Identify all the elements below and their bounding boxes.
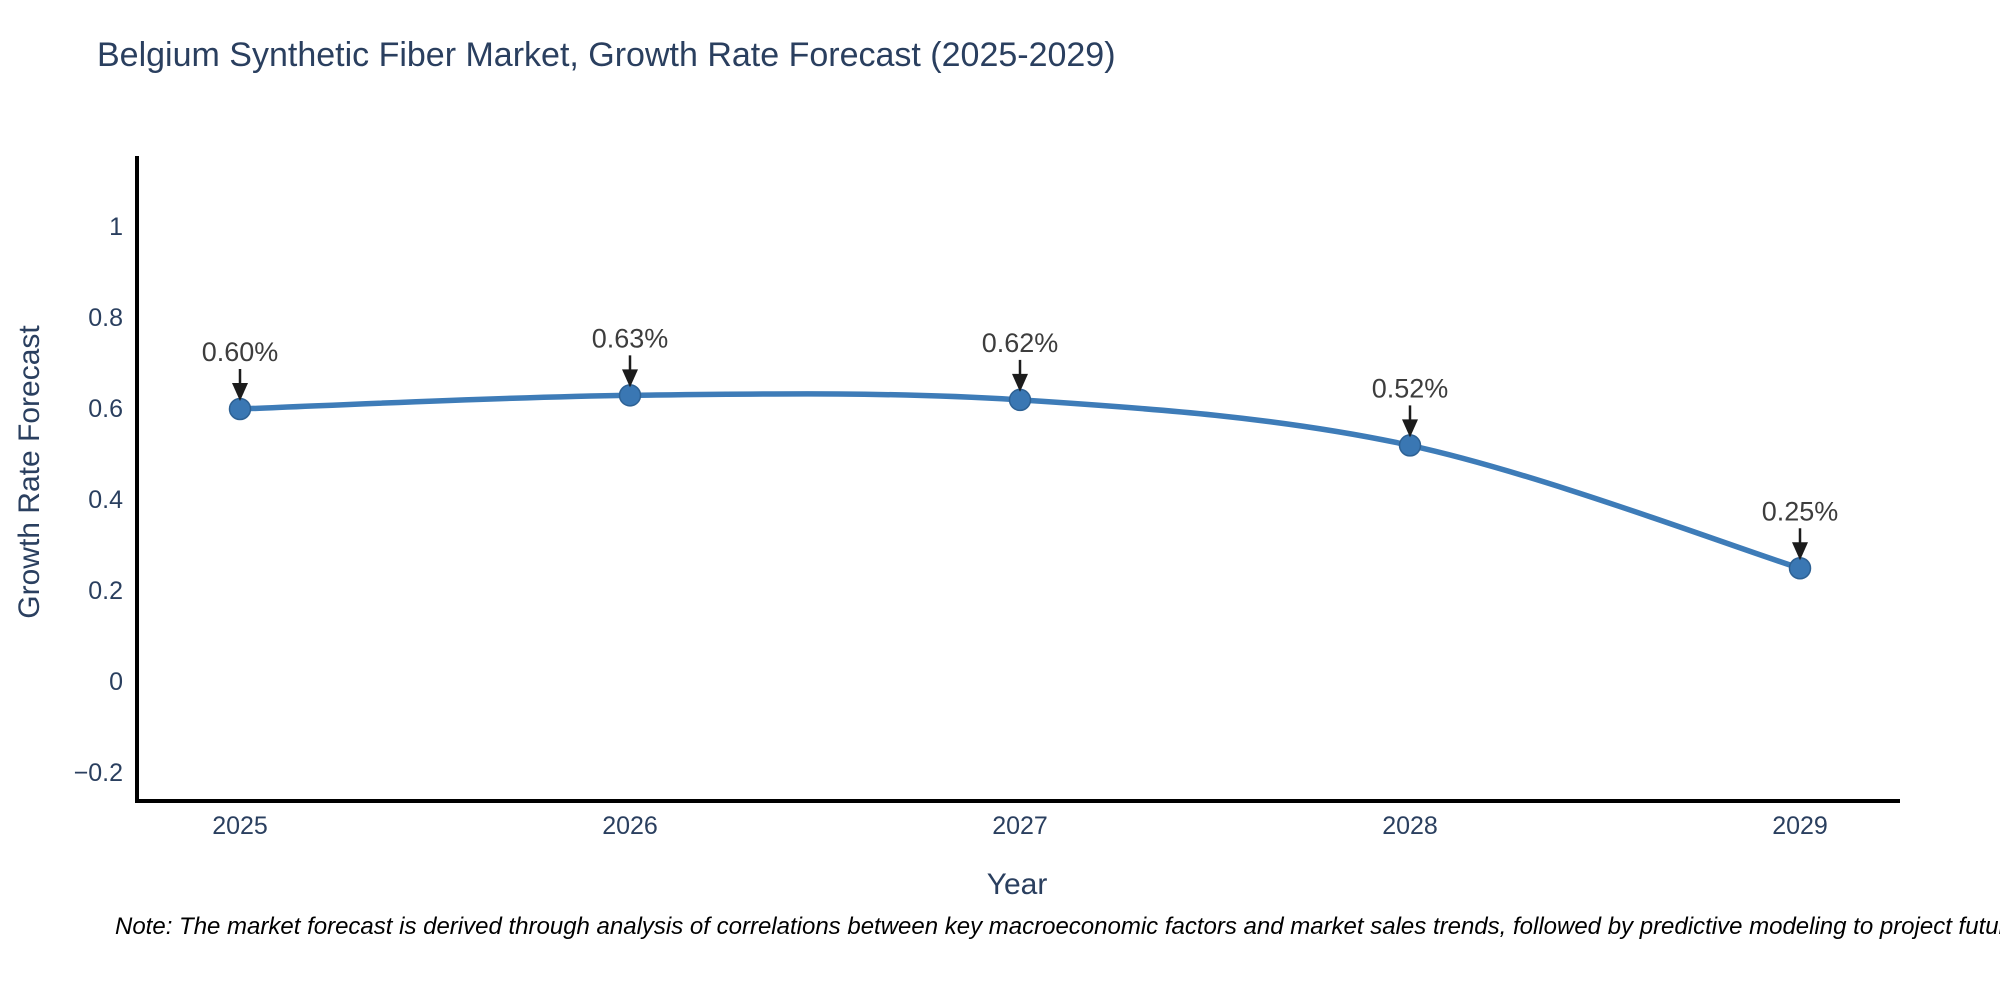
data-point-2028[interactable] — [1398, 434, 1422, 457]
axes — [135, 156, 1900, 803]
annotation-label: 0.25% — [1762, 496, 1839, 526]
x-tick-label: 2025 — [212, 812, 268, 840]
x-axis-title: Year — [986, 868, 1048, 901]
x-tick-label: 2027 — [992, 812, 1048, 840]
y-tick-label: 0.2 — [88, 577, 123, 605]
y-tick-label: 1 — [109, 213, 123, 241]
data-points — [228, 384, 1812, 580]
data-point-2025[interactable] — [228, 397, 252, 421]
annotation-arrowhead-icon — [232, 383, 248, 401]
annotation-label: 0.60% — [202, 337, 279, 367]
forecast-line-path — [239, 391, 1801, 571]
annotation-label: 0.62% — [982, 328, 1059, 358]
forecast-line — [239, 391, 1801, 571]
y-axis-tick-labels: 1 0.8 0.6 0.4 0.2 0 −0.2 — [74, 213, 123, 787]
annotation-label: 0.52% — [1372, 373, 1449, 403]
annotation-2026: 0.63% — [592, 323, 669, 388]
annotation-2028: 0.52% — [1372, 373, 1449, 438]
annotation-arrowhead-icon — [622, 369, 638, 388]
y-tick-label: 0 — [109, 668, 123, 696]
annotation-arrowhead-icon — [1012, 373, 1028, 392]
chart-title: Belgium Synthetic Fiber Market, Growth R… — [97, 36, 1116, 74]
data-point-2029[interactable] — [1788, 557, 1812, 580]
annotation-2027: 0.62% — [982, 328, 1059, 392]
y-tick-label: 0.8 — [88, 304, 123, 332]
annotation-label: 0.63% — [592, 323, 669, 353]
annotation-2029: 0.25% — [1762, 496, 1839, 561]
footnote: Note: The market forecast is derived thr… — [115, 913, 2000, 940]
x-tick-label: 2026 — [602, 812, 658, 840]
annotation-2025: 0.60% — [202, 337, 279, 401]
data-point-2026[interactable] — [618, 384, 642, 407]
y-tick-label: 0.6 — [88, 395, 123, 423]
x-tick-label: 2028 — [1382, 812, 1438, 840]
x-axis-tick-labels: 2025 2026 2027 2028 2029 — [212, 812, 1828, 840]
y-tick-label: 0.4 — [88, 486, 123, 514]
data-point-2027[interactable] — [1008, 388, 1032, 412]
point-annotations: 0.60% 0.63% 0.62% 0.52% 0.25% — [202, 323, 1839, 561]
y-tick-label: −0.2 — [74, 759, 123, 787]
y-axis-title: Growth Rate Forecast — [13, 325, 46, 619]
annotation-arrowhead-icon — [1792, 542, 1808, 561]
x-tick-label: 2029 — [1772, 812, 1828, 840]
annotation-arrowhead-icon — [1402, 419, 1418, 438]
